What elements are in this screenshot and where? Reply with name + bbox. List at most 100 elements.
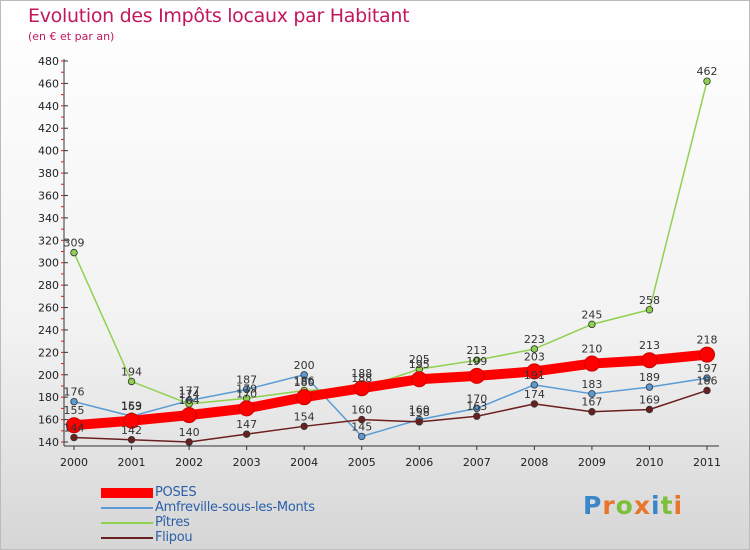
y-tick-label: 240 [38, 324, 59, 337]
series-layer [66, 77, 715, 446]
data-label-poses: 210 [581, 343, 602, 356]
y-tick-label: 280 [38, 279, 59, 292]
data-label-flipou: 154 [294, 410, 315, 423]
data-label-flipou: 158 [409, 406, 430, 419]
y-tick-label: 160 [38, 414, 59, 427]
chart-subtitle: (en € et par an) [28, 30, 115, 43]
data-label-p-tres: 309 [64, 237, 85, 250]
y-tick-label: 380 [38, 167, 59, 180]
data-point-poses [238, 400, 255, 417]
y-tick-label: 200 [38, 369, 59, 382]
data-label-amfreville-sous-les-monts: 197 [697, 362, 718, 375]
data-label-flipou: 142 [121, 424, 142, 437]
logo-letter: i [651, 491, 661, 520]
x-tick-label: 2006 [405, 456, 433, 469]
data-label-amfreville-sous-les-monts: 191 [524, 369, 545, 382]
data-point-poses [181, 407, 198, 424]
data-label-poses: 199 [466, 355, 487, 368]
data-label-p-tres: 223 [524, 333, 545, 346]
x-tick-label: 2001 [118, 456, 146, 469]
legend-swatch-amfreville [101, 506, 153, 509]
data-label-p-tres: 213 [466, 344, 487, 357]
data-point-amfreville-sous-les-monts [588, 390, 596, 398]
data-point-poses [123, 412, 140, 429]
y-tick-label: 400 [38, 145, 59, 158]
data-label-flipou: 147 [236, 418, 257, 431]
data-label-flipou: 144 [64, 422, 85, 435]
data-point-p-tres [645, 306, 654, 314]
data-label-poses: 218 [697, 334, 718, 347]
data-label-p-tres: 188 [351, 372, 372, 385]
data-label-amfreville-sous-les-monts: 160 [409, 404, 430, 417]
data-label-poses: 203 [524, 350, 545, 363]
data-label-poses: 188 [351, 367, 372, 380]
data-label-flipou: 167 [581, 396, 602, 409]
y-tick-label: 480 [38, 55, 59, 68]
data-point-poses [411, 371, 428, 388]
data-point-poses [296, 389, 313, 406]
data-label-p-tres: 174 [179, 388, 200, 401]
x-tick-label: 2008 [520, 456, 548, 469]
data-label-amfreville-sous-les-monts: 183 [581, 378, 602, 391]
data-point-amfreville-sous-les-monts [703, 374, 711, 382]
logo-letter: P [583, 491, 603, 520]
y-tick-label: 460 [38, 77, 59, 90]
data-point-poses [699, 346, 715, 363]
data-point-flipou [415, 418, 423, 426]
data-point-amfreville-sous-les-monts [473, 404, 481, 413]
data-point-poses [66, 417, 82, 434]
y-tick-label: 420 [38, 122, 59, 135]
legend-label-amfreville: Amfreville-sous-les-Monts [155, 500, 315, 515]
data-label-amfreville-sous-les-monts: 187 [236, 373, 257, 386]
x-tick-label: 2003 [233, 456, 261, 469]
y-tick-label: 300 [38, 257, 59, 270]
legend-label-pitres: Pîtres [155, 515, 190, 530]
data-point-flipou [242, 430, 251, 438]
y-tick-label: 140 [38, 436, 59, 449]
proxiti-logo: Proxiti [583, 491, 683, 520]
x-tick-label: 2002 [175, 456, 203, 469]
data-label-p-tres: 205 [409, 353, 430, 366]
x-tick-label: 2007 [463, 456, 491, 469]
series-line-p-tres [73, 80, 708, 405]
x-tick-label: 2009 [578, 456, 606, 469]
data-point-flipou [185, 438, 193, 446]
data-point-flipou [645, 405, 654, 414]
series-line-poses [69, 349, 712, 431]
data-point-poses [583, 355, 600, 372]
x-tick-label: 2004 [290, 456, 318, 469]
data-label-amfreville-sous-les-monts: 189 [639, 371, 660, 384]
data-label-p-tres: 194 [121, 365, 142, 378]
legend-item-poses: POSES [101, 485, 315, 500]
legend-swatch-pitres [101, 521, 153, 524]
data-label-poses: 164 [179, 394, 200, 407]
legend-item-flipou: Flipou [101, 530, 315, 545]
data-point-flipou [703, 386, 711, 395]
data-label-poses: 213 [639, 339, 660, 352]
data-label-p-tres: 245 [581, 308, 602, 321]
legend-swatch-poses [101, 487, 153, 498]
data-point-flipou [473, 412, 481, 420]
logo-letter: x [633, 491, 651, 520]
data-point-p-tres [127, 377, 136, 386]
data-label-amfreville-sous-les-monts: 170 [466, 392, 487, 405]
data-point-flipou [358, 415, 366, 424]
legend-label-poses: POSES [155, 485, 197, 500]
y-tick-label: 360 [38, 189, 59, 202]
data-label-amfreville-sous-les-monts: 176 [64, 386, 85, 399]
data-point-p-tres [70, 248, 78, 257]
data-point-flipou [530, 400, 539, 408]
y-tick-label: 260 [38, 302, 59, 315]
y-tick-label: 340 [38, 212, 59, 225]
data-label-amfreville-sous-les-monts: 163 [121, 400, 142, 413]
y-tick-label: 180 [38, 391, 59, 404]
data-point-flipou [70, 433, 78, 442]
x-tick-label: 2010 [635, 456, 663, 469]
data-point-flipou [127, 436, 136, 444]
series-line-flipou [73, 389, 708, 443]
data-label-poses: 155 [64, 404, 85, 417]
logo-letter: o [615, 491, 634, 520]
data-point-poses [353, 380, 370, 397]
